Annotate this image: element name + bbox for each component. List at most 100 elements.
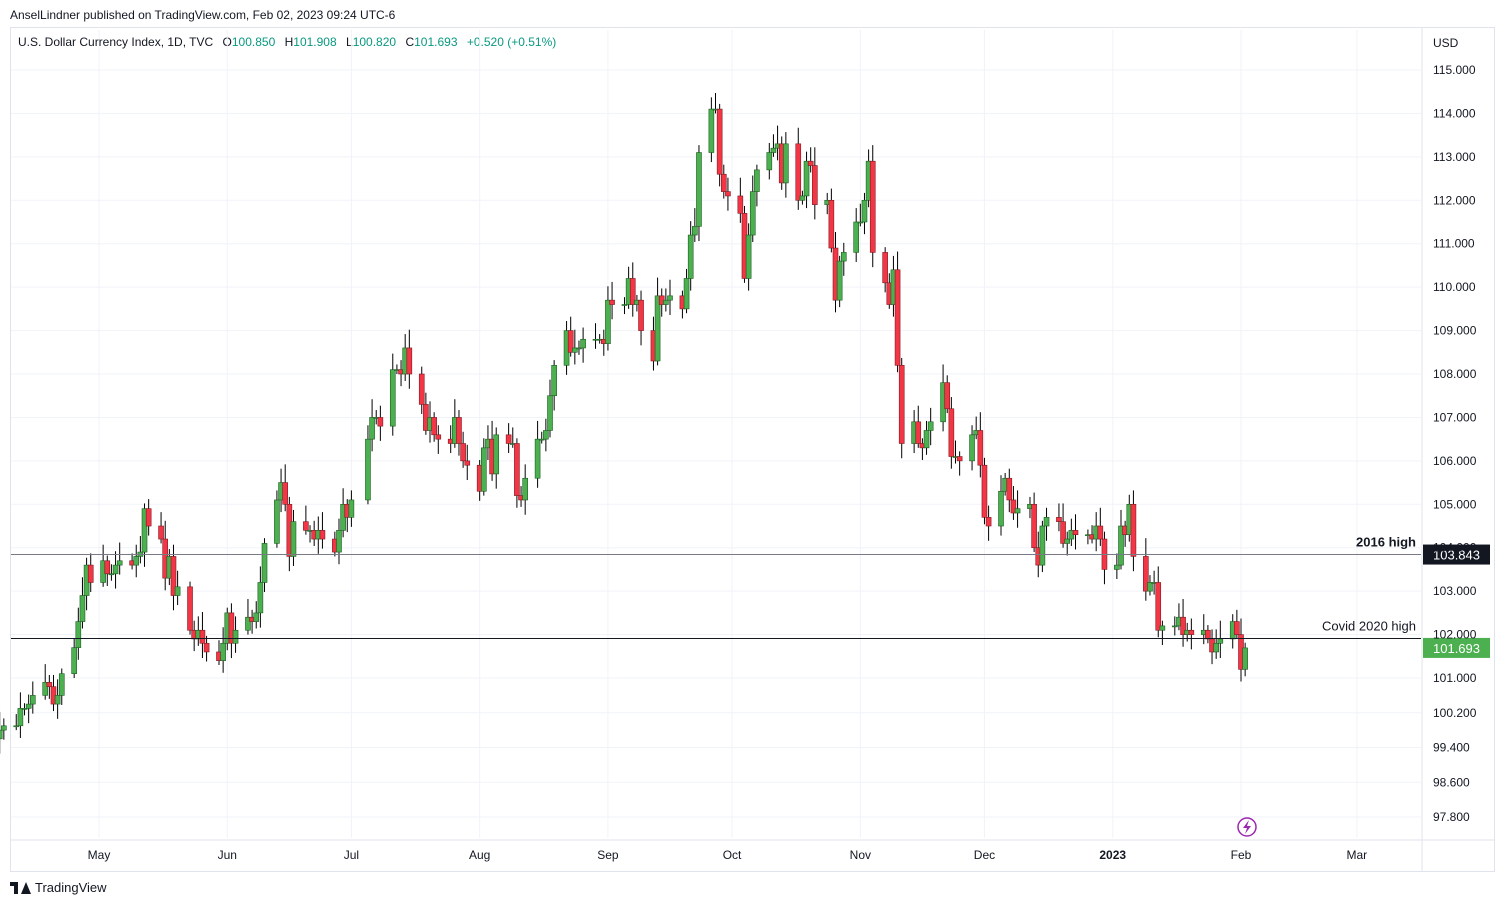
candle[interactable] <box>46 674 53 699</box>
candle[interactable] <box>836 255 843 308</box>
candle[interactable] <box>71 638 77 679</box>
candle[interactable] <box>365 425 371 505</box>
candle[interactable] <box>145 499 152 536</box>
candle[interactable] <box>418 366 425 414</box>
candle[interactable] <box>547 379 553 438</box>
candle[interactable] <box>220 627 226 673</box>
candle[interactable] <box>21 703 28 716</box>
candle[interactable] <box>170 544 177 611</box>
candle[interactable] <box>303 505 309 535</box>
candle[interactable] <box>290 509 297 566</box>
candle[interactable] <box>389 353 396 436</box>
candle[interactable] <box>17 692 24 738</box>
candle[interactable] <box>977 412 984 478</box>
candle[interactable] <box>981 457 988 525</box>
candle[interactable] <box>985 505 992 541</box>
candle[interactable] <box>1234 609 1240 639</box>
candle[interactable] <box>87 553 94 593</box>
candle[interactable] <box>629 262 636 317</box>
candle[interactable] <box>572 329 578 365</box>
candle[interactable] <box>944 375 951 414</box>
candle[interactable] <box>1114 553 1120 580</box>
candle[interactable] <box>783 132 789 198</box>
candle[interactable] <box>828 188 835 253</box>
candle[interactable] <box>274 490 280 548</box>
candle[interactable] <box>567 316 574 357</box>
candle[interactable] <box>857 203 864 227</box>
candle[interactable] <box>232 616 239 653</box>
candle[interactable] <box>795 127 802 210</box>
candle[interactable] <box>104 555 111 586</box>
candle[interactable] <box>158 512 164 544</box>
candle[interactable] <box>621 297 628 315</box>
candle[interactable] <box>927 407 934 446</box>
candle[interactable] <box>894 251 901 373</box>
candle[interactable] <box>50 674 57 712</box>
candle[interactable] <box>481 438 487 496</box>
candle[interactable] <box>514 438 520 508</box>
candle[interactable] <box>319 512 326 549</box>
candle[interactable] <box>1188 618 1195 650</box>
candle[interactable] <box>464 444 471 480</box>
candle[interactable] <box>29 681 36 714</box>
candle[interactable] <box>667 279 673 315</box>
candle[interactable] <box>42 664 49 700</box>
candle[interactable] <box>534 420 541 488</box>
candle[interactable] <box>861 192 868 235</box>
candle[interactable] <box>174 570 181 606</box>
footer-brand[interactable]: TradingView <box>35 880 107 895</box>
candle[interactable] <box>551 360 557 411</box>
candle[interactable] <box>348 490 355 527</box>
candle[interactable] <box>1155 566 1162 638</box>
candle[interactable] <box>708 97 715 163</box>
candle[interactable] <box>869 145 876 268</box>
candle[interactable] <box>754 164 760 207</box>
candle[interactable] <box>456 410 462 456</box>
candle[interactable] <box>460 431 466 468</box>
candle[interactable] <box>133 544 140 578</box>
candle[interactable] <box>369 399 375 452</box>
candle[interactable] <box>770 134 777 157</box>
candle[interactable] <box>431 412 437 442</box>
candle[interactable] <box>245 598 251 635</box>
candle[interactable] <box>1118 509 1124 570</box>
candle[interactable] <box>720 164 727 199</box>
candle[interactable] <box>692 208 698 242</box>
candle[interactable] <box>1014 490 1021 528</box>
candle[interactable] <box>638 290 644 346</box>
candle[interactable] <box>840 242 847 276</box>
candle[interactable] <box>998 475 1004 536</box>
candle[interactable] <box>1072 514 1079 550</box>
candle[interactable] <box>923 420 930 455</box>
candle[interactable] <box>799 190 806 205</box>
candle[interactable] <box>116 542 123 575</box>
candle[interactable] <box>683 268 690 314</box>
candle[interactable] <box>538 431 545 444</box>
candle[interactable] <box>725 177 731 211</box>
candle[interactable] <box>1213 629 1219 659</box>
candle[interactable] <box>187 581 193 635</box>
candle[interactable] <box>58 668 65 705</box>
candle[interactable] <box>1056 503 1062 532</box>
candle[interactable] <box>79 577 86 629</box>
candle[interactable] <box>580 327 586 363</box>
candle[interactable] <box>1159 620 1166 646</box>
candle[interactable] <box>605 286 611 351</box>
candle[interactable] <box>1097 507 1104 546</box>
candle[interactable] <box>948 397 955 469</box>
candle[interactable] <box>261 538 268 593</box>
candle[interactable] <box>956 451 963 476</box>
candle[interactable] <box>745 223 752 291</box>
candle[interactable] <box>687 221 694 291</box>
candle[interactable] <box>1010 486 1017 520</box>
candle[interactable] <box>112 551 119 589</box>
candle[interactable] <box>0 711 3 754</box>
candle[interactable] <box>969 425 975 471</box>
candle[interactable] <box>505 423 512 454</box>
candle[interactable] <box>377 405 384 441</box>
candle[interactable] <box>406 329 413 389</box>
candle[interactable] <box>1242 642 1248 677</box>
candle[interactable] <box>1147 575 1153 596</box>
candle[interactable] <box>663 288 669 312</box>
